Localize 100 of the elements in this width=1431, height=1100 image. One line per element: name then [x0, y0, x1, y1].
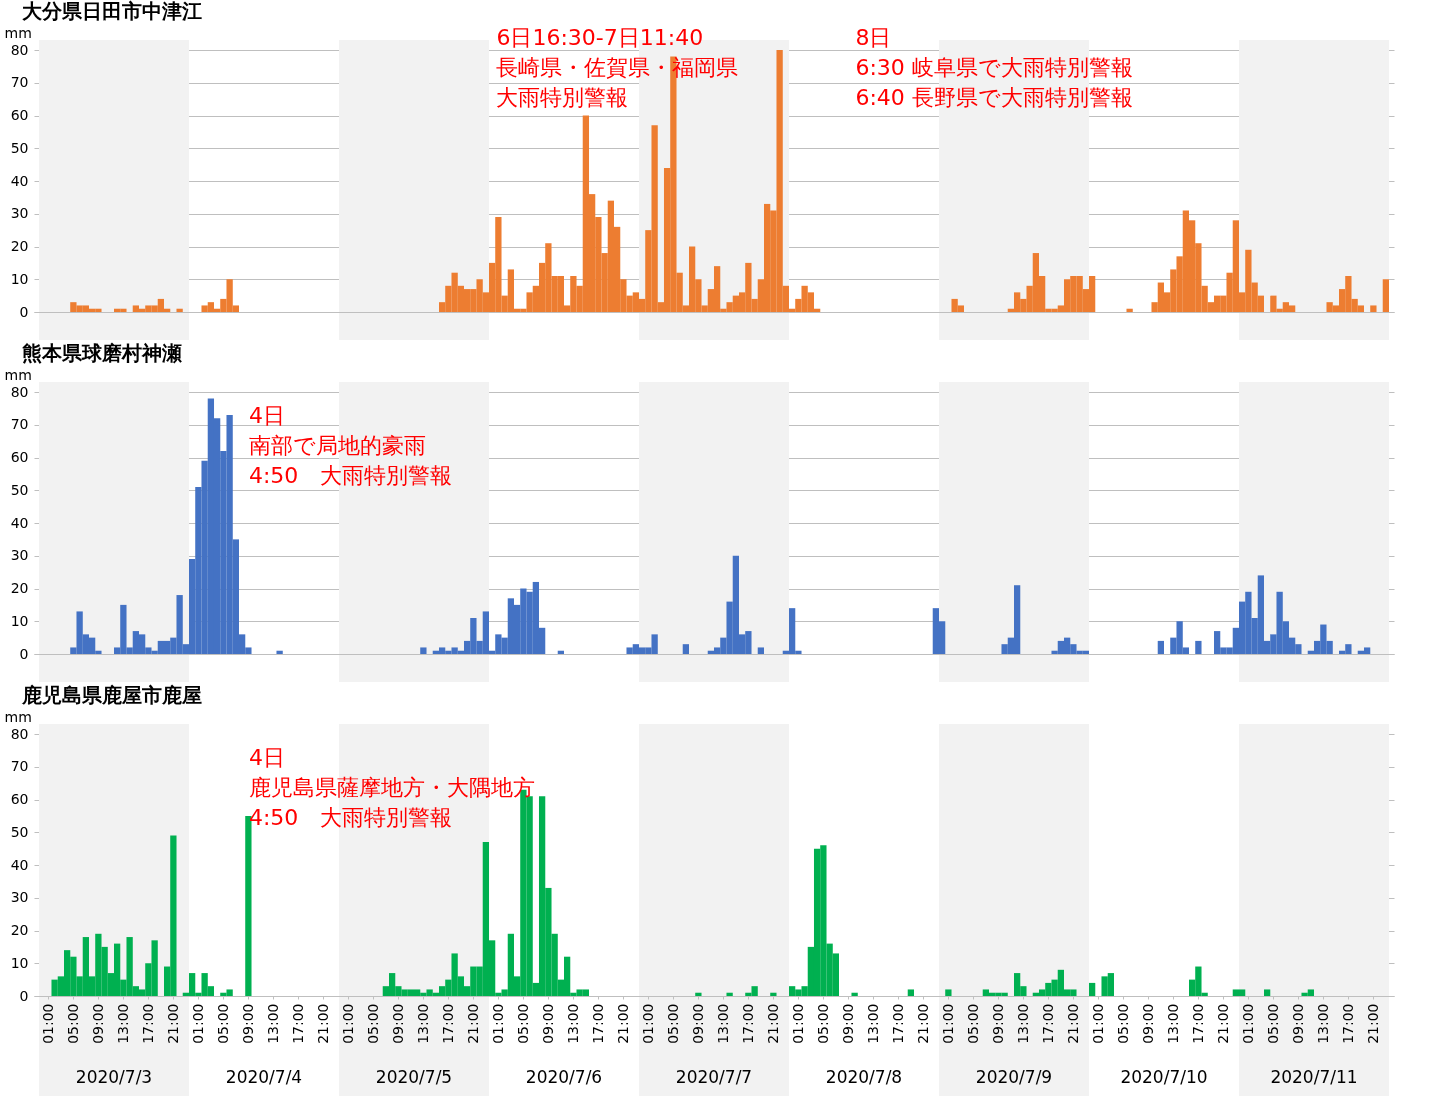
bar — [245, 815, 252, 996]
x-tick-label: 17:00 — [1189, 1003, 1206, 1044]
annotation: 6:30 岐阜県で大雨特別警報 — [855, 55, 1133, 80]
y-tick-label: 0 — [19, 987, 29, 1004]
x-tick-label: 09:00 — [1139, 1003, 1156, 1044]
x-tick-label: 13:00 — [1314, 1003, 1331, 1044]
annotation: 4日 — [248, 403, 285, 428]
bar — [726, 992, 733, 996]
x-tick-label: 13:00 — [114, 1003, 131, 1044]
x-tick-label: 13:00 — [864, 1003, 881, 1044]
chart-title: 鹿児島県鹿屋市鹿屋 — [21, 683, 202, 707]
x-tick-label: 01:00 — [189, 1003, 206, 1044]
x-tick-label: 05:00 — [1264, 1003, 1281, 1044]
y-tick-label: 50 — [10, 481, 29, 498]
x-tick-label: 21:00 — [914, 1003, 931, 1044]
x-tick-label: 17:00 — [739, 1003, 756, 1044]
bar — [1126, 308, 1133, 312]
x-tick-label: 17:00 — [1039, 1003, 1056, 1044]
y-tick-label: 60 — [10, 791, 29, 807]
y-tick-label: 0 — [19, 303, 29, 320]
x-tick-label: 17:00 — [589, 1003, 606, 1044]
y-tick-label: 30 — [10, 205, 29, 222]
x-tick-label: 01:00 — [489, 1003, 506, 1044]
y-tick-label: 80 — [10, 383, 29, 400]
x-tick-label: 21:00 — [314, 1003, 331, 1044]
band-label: 2020/7/4 — [225, 1067, 303, 1087]
bar — [851, 992, 858, 996]
y-tick-label: 10 — [10, 270, 29, 287]
x-tick-label: 05:00 — [214, 1003, 231, 1044]
x-tick-label: 05:00 — [814, 1003, 831, 1044]
chart-title: 大分県日田市中津江 — [22, 0, 202, 23]
bar — [757, 647, 765, 654]
bar — [1195, 640, 1202, 654]
x-tick-label: 17:00 — [889, 1003, 906, 1044]
bar — [1263, 989, 1271, 996]
x-tick-label: 21:00 — [1064, 1003, 1081, 1044]
band-label: 2020/7/9 — [975, 1067, 1053, 1087]
x-tick-label: 21:00 — [614, 1003, 631, 1044]
x-tick-label: 09:00 — [389, 1003, 406, 1044]
x-tick-label: 09:00 — [89, 1003, 106, 1044]
bar — [695, 992, 702, 996]
y-axis-title: mm — [4, 708, 32, 725]
y-tick-label: 40 — [10, 514, 29, 531]
text: 6日16:30-7日11:40 — [496, 25, 704, 50]
annotation: 4:50 大雨特別警報 — [248, 463, 453, 488]
annotation: 4日 — [248, 745, 285, 770]
x-tick-label: 05:00 — [964, 1003, 981, 1044]
x-tick-label: 05:00 — [364, 1003, 381, 1044]
x-tick-label: 01:00 — [639, 1003, 656, 1044]
x-tick-label: 21:00 — [1214, 1003, 1231, 1044]
y-tick-label: 80 — [10, 725, 29, 742]
band-label: 2020/7/10 — [1120, 1067, 1208, 1087]
band-label: 2020/7/6 — [525, 1067, 603, 1087]
x-tick-label: 17:00 — [289, 1003, 306, 1044]
y-tick-label: 10 — [10, 954, 29, 971]
y-tick-label: 0 — [19, 645, 29, 662]
x-tick-label: 17:00 — [139, 1003, 156, 1044]
annotation: 6:40 長野県で大雨特別警報 — [855, 85, 1133, 110]
bar — [420, 647, 427, 654]
y-axis-title: mm — [4, 366, 32, 383]
y-tick-label: 20 — [10, 922, 29, 938]
x-tick-label: 09:00 — [839, 1003, 856, 1044]
x-tick-label: 13:00 — [414, 1003, 431, 1044]
y-tick-label: 30 — [10, 547, 29, 564]
x-tick-label: 09:00 — [1289, 1003, 1306, 1044]
y-tick-label: 50 — [10, 139, 29, 156]
y-tick-label: 70 — [10, 758, 29, 775]
x-tick-label: 09:00 — [239, 1003, 256, 1044]
band-label: 2020/7/11 — [1270, 1067, 1358, 1087]
y-tick-label: 40 — [10, 172, 29, 189]
annotation: 大雨特別警報 — [496, 85, 629, 110]
text: 8日 — [855, 25, 892, 50]
x-tick-label: 17:00 — [1339, 1003, 1356, 1044]
x-tick-label: 09:00 — [689, 1003, 706, 1044]
bar — [1370, 305, 1377, 312]
x-tick-label: 01:00 — [339, 1003, 356, 1044]
x-tick-label: 05:00 — [514, 1003, 531, 1044]
x-tick-label: 09:00 — [989, 1003, 1006, 1044]
x-tick-label: 01:00 — [789, 1003, 806, 1044]
x-tick-label: 01:00 — [39, 1003, 56, 1044]
x-tick-label: 01:00 — [1089, 1003, 1106, 1044]
x-tick-label: 21:00 — [1364, 1003, 1381, 1044]
y-tick-label: 10 — [10, 612, 29, 629]
bar — [276, 650, 283, 654]
x-tick-label: 13:00 — [1014, 1003, 1031, 1044]
y-axis-title: mm — [4, 24, 32, 41]
bar — [770, 992, 777, 996]
x-tick-label: 01:00 — [939, 1003, 956, 1044]
y-tick-label: 80 — [10, 41, 29, 58]
bar — [907, 989, 915, 996]
annotation: 鹿児島県薩摩地方・大隅地方 — [248, 775, 535, 800]
x-tick-label: 05:00 — [664, 1003, 681, 1044]
bar — [1088, 982, 1096, 996]
y-tick-label: 70 — [10, 74, 29, 91]
x-tick-label: 05:00 — [64, 1003, 81, 1044]
x-tick-label: 09:00 — [539, 1003, 556, 1044]
y-tick-label: 70 — [10, 416, 29, 433]
x-tick-label: 21:00 — [164, 1003, 181, 1044]
y-tick-label: 50 — [10, 823, 29, 840]
y-tick-label: 20 — [10, 238, 29, 254]
